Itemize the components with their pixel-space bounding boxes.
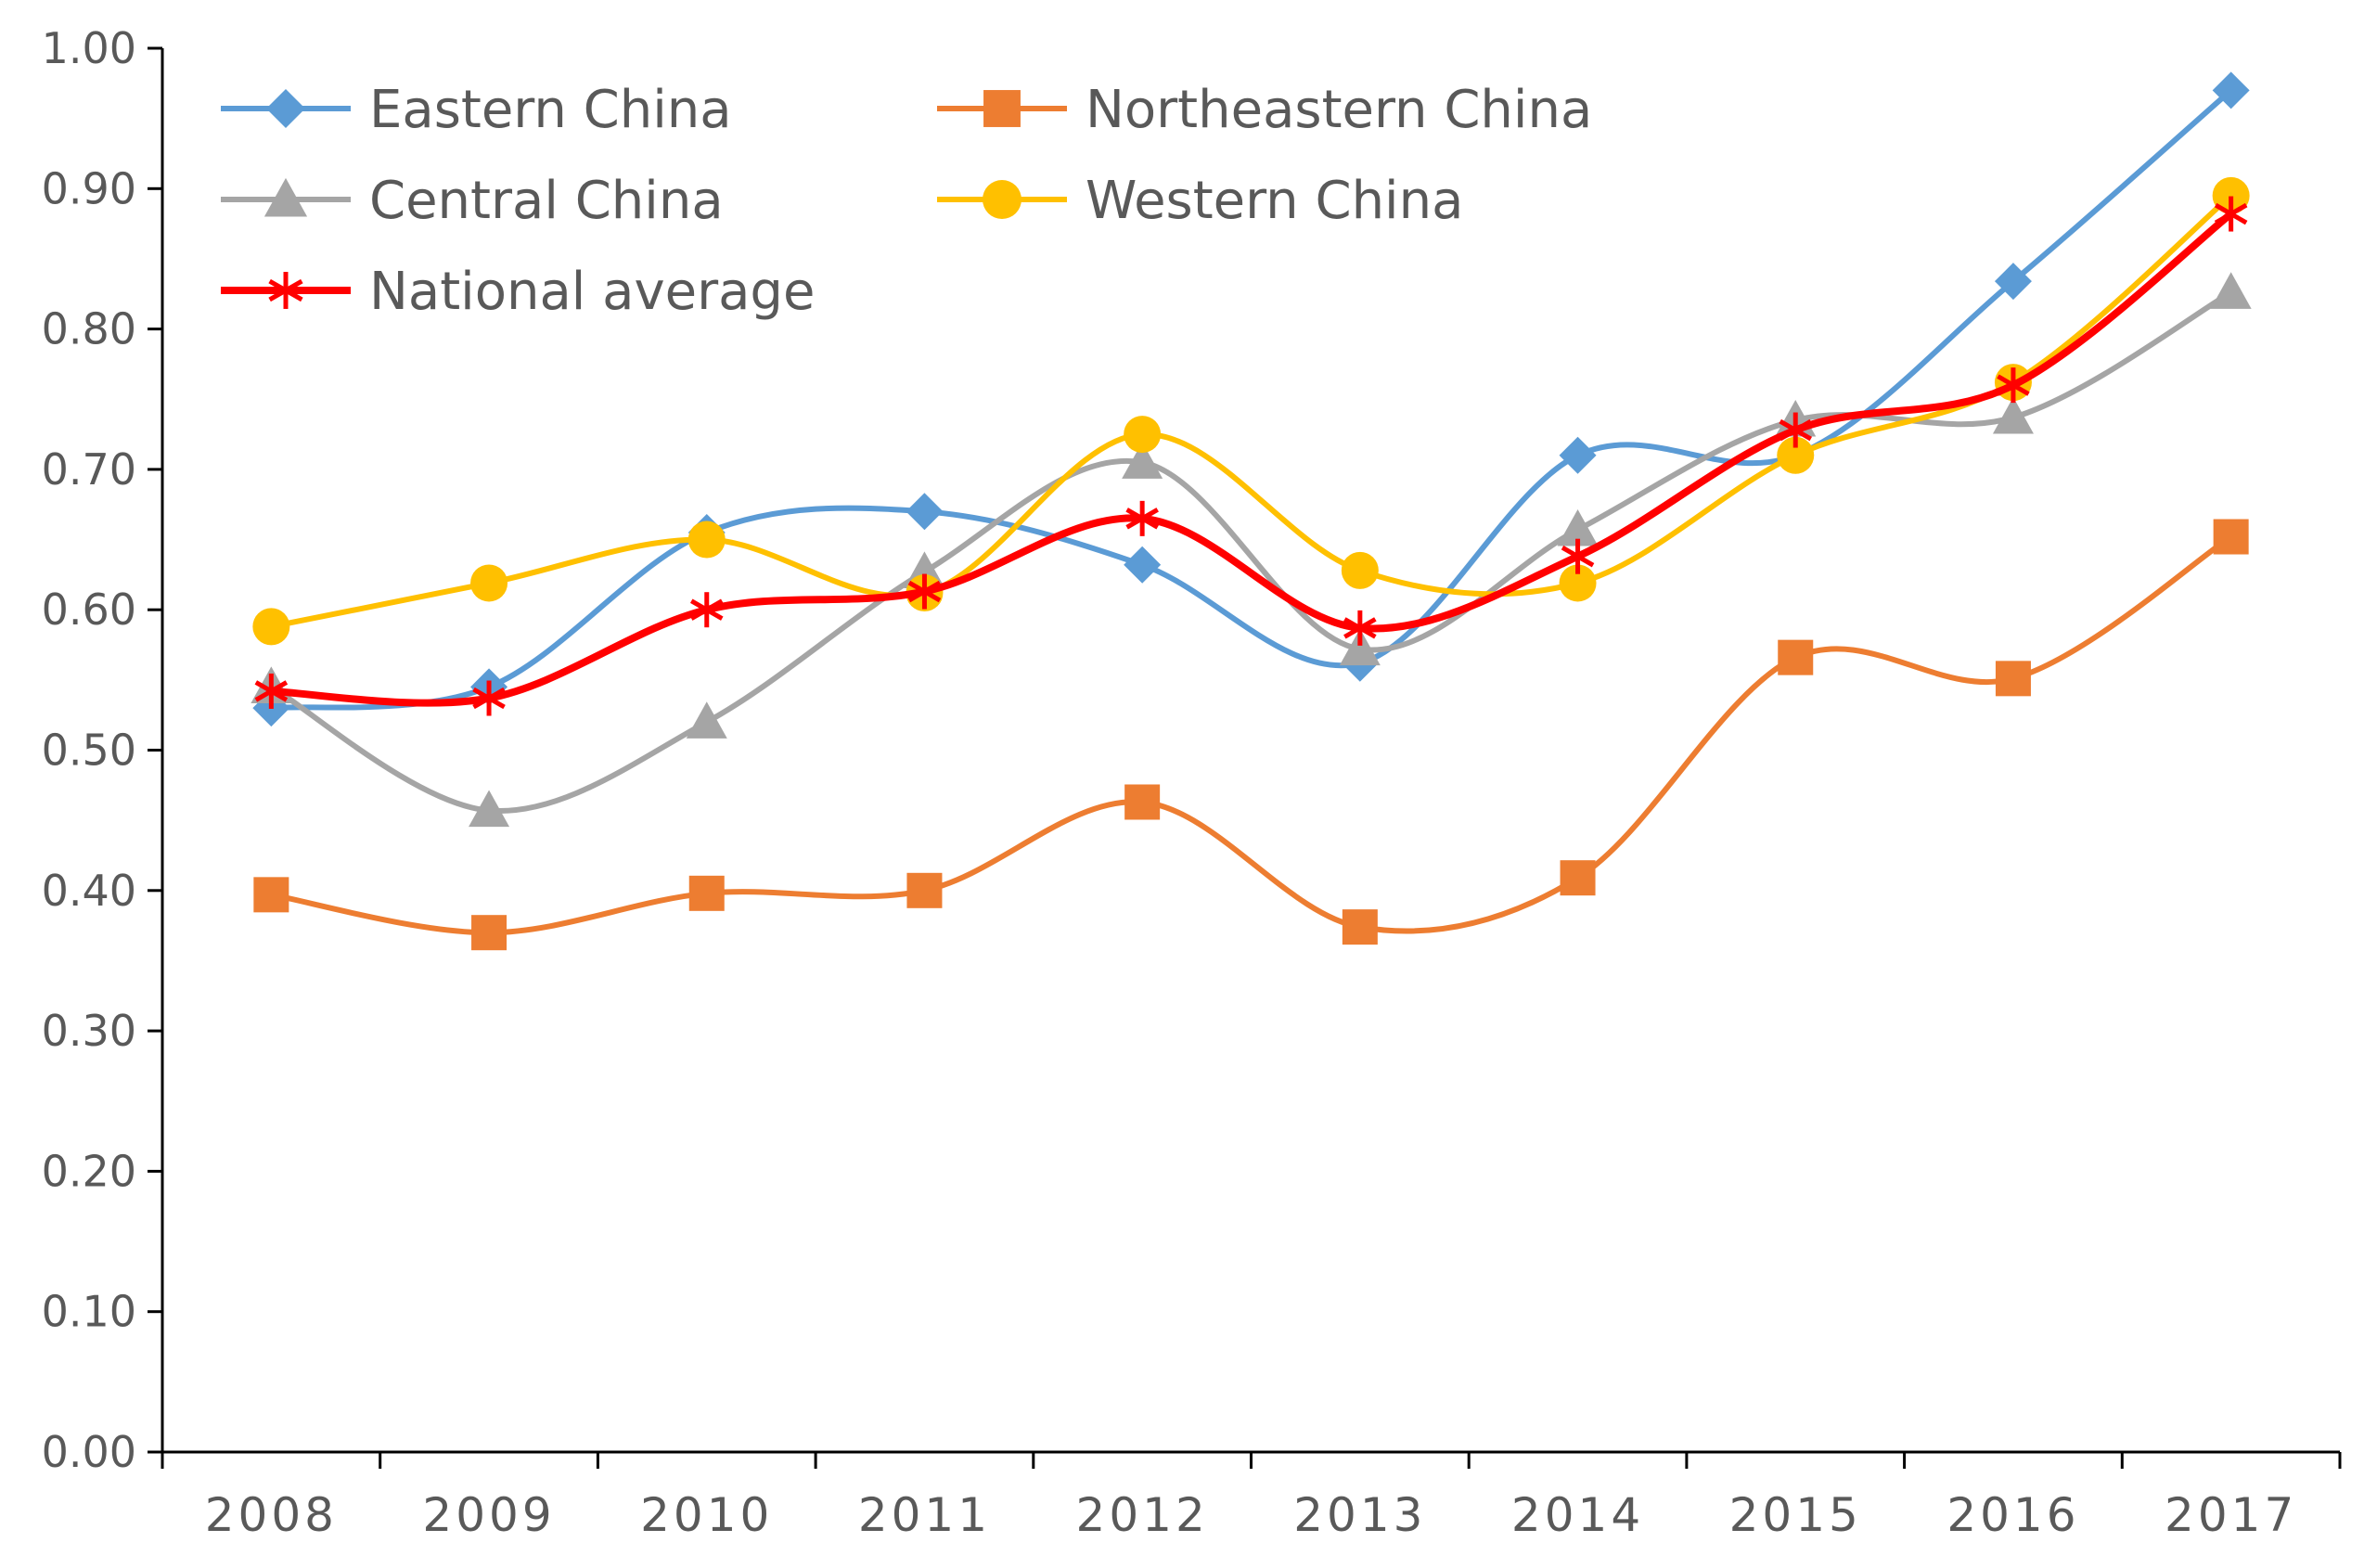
legend: Eastern China Northeastern China Central C… [221,80,1592,322]
series-line [268,87,2234,712]
data-point [687,521,726,559]
x-tick-label: 2016 [1946,1488,2079,1542]
x-tick-label: 2017 [2165,1488,2297,1542]
data-point [472,680,506,716]
data-point [1342,909,1378,945]
y-tick-label: 0.70 [42,444,136,495]
series-line [268,192,2234,630]
series-central-china [251,272,2252,828]
data-point [2214,196,2248,232]
data-point [470,564,508,602]
data-point [1122,442,1163,479]
y-tick-label: 0.80 [42,304,136,354]
data-point [1994,263,2032,301]
series-line [268,289,2234,815]
series-northeastern-china [253,519,2249,951]
legend-item: Western China [937,171,1463,231]
x-tick-label: 2014 [1511,1488,1644,1542]
data-point [253,877,289,913]
data-point [1560,860,1596,896]
legend-label: National average [369,262,815,322]
y-tick-label: 0.90 [42,163,136,213]
data-point [2213,519,2249,555]
y-tick-label: 0.10 [42,1287,136,1337]
y-tick-label: 0.60 [42,585,136,635]
y-tick-label: 0.50 [42,726,136,776]
data-point [1997,367,2030,404]
series-national-average [254,196,2248,716]
series-line [268,533,2234,936]
data-point [1992,396,2034,434]
data-point [254,673,289,709]
x-tick-label: 2013 [1293,1488,1426,1542]
data-point [2212,71,2250,109]
y-tick-label: 0.00 [42,1427,136,1477]
data-point [686,701,727,739]
axes: 0.00 0.10 0.20 0.30 0.40 0.50 0.60 0.70 0.80 0.90… [42,23,2342,1542]
data-point [1559,564,1597,602]
data-point [689,592,724,628]
y-tick-label: 0.30 [42,1006,136,1056]
y-tick-label: 1.00 [42,23,136,73]
data-point [906,872,943,908]
data-point [1343,610,1377,646]
data-point [1777,436,1815,474]
x-tick-label: 2012 [1076,1488,1209,1542]
data-point [2212,176,2250,214]
data-point [1995,661,2031,697]
legend-marker [266,89,305,128]
legend-item: Northeastern China [937,80,1592,140]
data-point [688,875,725,911]
legend-marker [268,272,303,309]
data-point [1125,500,1159,536]
legend-label: Western China [1086,171,1463,231]
x-tick-label: 2015 [1729,1488,1862,1542]
data-point [1778,639,1814,675]
legend-label: Eastern China [369,80,732,140]
data-point [469,790,510,828]
data-point [2210,272,2252,309]
data-point [1341,551,1379,589]
y-tick-label: 0.20 [42,1146,136,1196]
y-tick-label: 0.40 [42,866,136,916]
legend-marker [983,90,1021,127]
data-point [907,573,942,610]
data-point [1559,436,1597,474]
x-tick-label: 2011 [858,1488,991,1542]
data-point [1779,412,1813,448]
data-point [1339,628,1381,666]
data-point [471,915,507,951]
data-point [1561,538,1595,574]
x-tick-label: 2008 [205,1488,338,1542]
data-point [906,493,944,531]
legend-label: Central China [369,171,724,231]
legend-label: Northeastern China [1086,80,1592,140]
legend-marker [983,180,1021,219]
legend-item: Central China [221,171,724,231]
data-point [252,608,290,646]
x-tick-label: 2009 [422,1488,555,1542]
data-point [1124,416,1162,454]
legend-marker [263,177,308,217]
x-tick-label: 2010 [640,1488,773,1542]
series-line [267,210,2235,707]
data-point [1557,508,1599,546]
series-layer [251,71,2252,951]
data-point [1124,546,1162,584]
data-point [1124,784,1161,820]
legend-item: National average [221,262,815,322]
legend-item: Eastern China [221,80,732,140]
